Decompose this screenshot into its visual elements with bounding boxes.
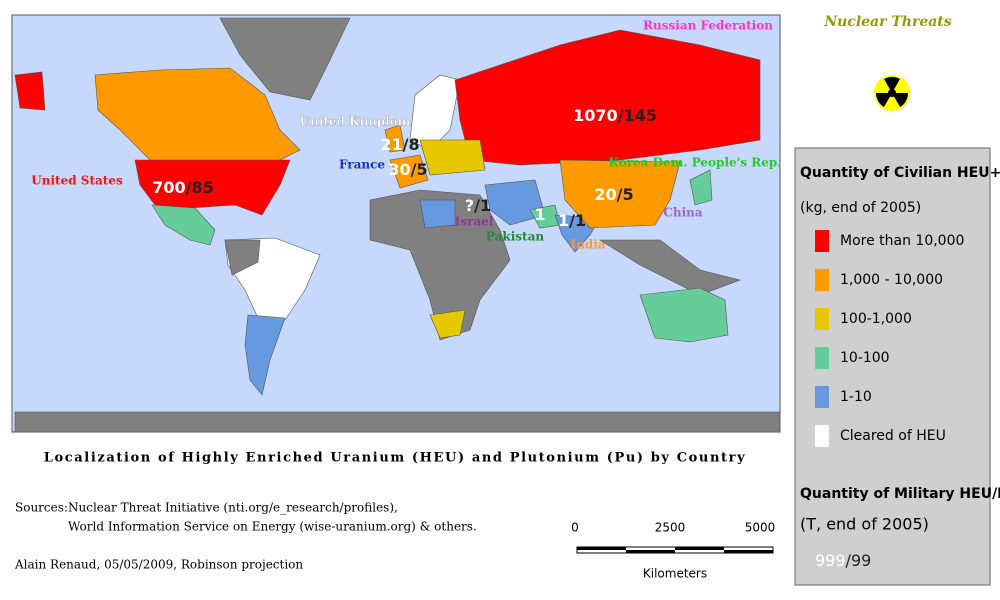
- source-line: Nuclear Threat Initiative (nti.org/e_res…: [68, 501, 398, 515]
- country-label: India: [570, 238, 605, 252]
- scale-unit: Kilometers: [643, 567, 707, 581]
- middle-east: [484, 179, 546, 226]
- data-label-part: /5: [617, 185, 634, 204]
- scale-tick: 0: [571, 521, 579, 535]
- data-label-part: 20: [594, 185, 616, 204]
- legend-swatch: [815, 347, 829, 369]
- france: [389, 154, 429, 189]
- legend-unit: (T, end of 2005): [800, 515, 929, 534]
- greenland: [219, 17, 351, 101]
- data-label: 700/85: [152, 178, 214, 197]
- data-label-part: /1: [474, 196, 491, 215]
- country-label: Korea Dem. People's Rep.: [609, 156, 782, 170]
- country-label: Russian Federation: [643, 19, 773, 33]
- legend-swatch: [815, 269, 829, 291]
- data-label-part: 30: [388, 160, 410, 179]
- page-title: Nuclear Threats: [823, 14, 951, 30]
- usa: [134, 159, 291, 216]
- mexico: [151, 204, 216, 246]
- africa: [369, 189, 511, 341]
- data-label-part: 1: [558, 211, 569, 230]
- scale-tick: 5000: [745, 521, 776, 535]
- data-label-part: /5: [411, 160, 428, 179]
- sources-label: Sources:: [15, 501, 68, 515]
- data-label: 1/1: [558, 211, 586, 230]
- data-label-part: /85: [186, 178, 214, 197]
- antarctica: [14, 411, 781, 433]
- legend-label: 1,000 - 10,000: [840, 272, 943, 288]
- legend-example-part: /99: [846, 551, 872, 570]
- scale-bar: 0 2500 5000 Kilometers: [571, 521, 775, 581]
- legend-unit: (kg, end of 2005): [800, 200, 921, 216]
- data-label-part: 1070: [573, 106, 618, 125]
- data-label-part: /145: [618, 106, 657, 125]
- scandinavia: [409, 74, 461, 151]
- source-line: World Information Service on Energy (wis…: [68, 520, 477, 534]
- data-label-part: ?: [465, 196, 474, 215]
- legend-label: Cleared of HEU: [840, 428, 946, 444]
- legend-label: 10-100: [840, 350, 890, 366]
- china: [559, 159, 681, 229]
- legend-swatch: [815, 425, 829, 447]
- legend-swatch: [815, 386, 829, 408]
- japan: [689, 169, 713, 206]
- legend-swatch: [815, 230, 829, 252]
- data-label-part: 700: [152, 178, 185, 197]
- legend-swatch: [815, 308, 829, 330]
- data-label-part: 21: [380, 135, 402, 154]
- central-europe: [419, 139, 486, 176]
- southeast-asia: [598, 239, 742, 296]
- uk: [384, 124, 406, 153]
- data-label-part: /8: [403, 135, 420, 154]
- legend-label: More than 10,000: [840, 233, 964, 249]
- data-label: 1070/145: [573, 106, 657, 125]
- radiation-icon: [874, 75, 910, 111]
- data-label-part: /1: [569, 211, 586, 230]
- countries: [14, 17, 781, 433]
- data-label-part: 1: [534, 205, 545, 224]
- canada: [94, 67, 301, 166]
- data-label: 1: [534, 205, 545, 224]
- country-label: United States: [31, 174, 123, 188]
- data-label: 30/5: [388, 160, 427, 179]
- country-label: Israel: [455, 215, 494, 229]
- argentina: [244, 314, 286, 396]
- australia: [639, 287, 729, 343]
- credit: Alain Renaud, 05/05/2009, Robinson proje…: [14, 558, 303, 572]
- legend-example: 999/99: [815, 551, 871, 570]
- legend-title: Quantity of Civilian HEU+Pu: [800, 165, 1000, 181]
- legend-label: 100-1,000: [840, 311, 912, 327]
- colombia: [224, 239, 261, 276]
- chukotka: [14, 71, 46, 111]
- south-africa: [429, 309, 466, 339]
- data-label: 21/8: [380, 135, 419, 154]
- legend-example-part: 999: [815, 551, 846, 570]
- country-label: United Kingdom: [300, 115, 411, 129]
- caption: Localization of Highly Enriched Uranium …: [44, 451, 747, 466]
- country-label: Pakistan: [486, 230, 544, 244]
- country-label: France: [339, 158, 385, 172]
- libya-algeria: [419, 199, 456, 229]
- legend-title: Quantity of Military HEU/Pu: [800, 486, 1000, 502]
- data-label: 20/5: [594, 185, 633, 204]
- scale-tick: 2500: [655, 521, 686, 535]
- country-label: China: [663, 206, 703, 220]
- data-label: ?/1: [465, 196, 491, 215]
- legend-label: 1-10: [840, 389, 872, 405]
